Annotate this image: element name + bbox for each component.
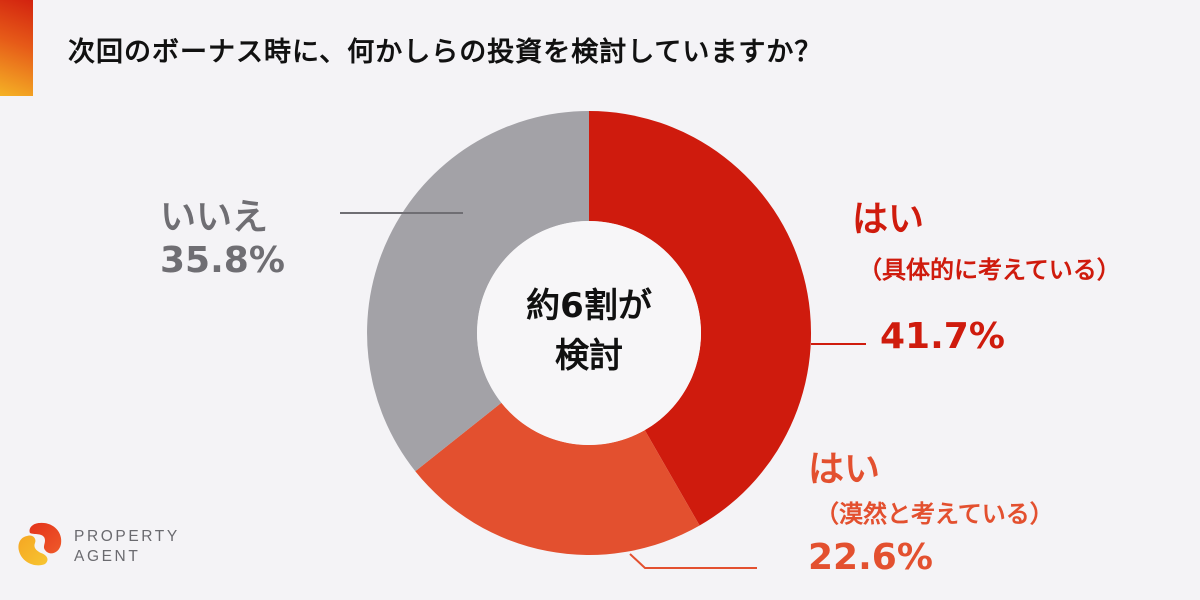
logo-wordmark: PROPERTY AGENT bbox=[74, 527, 180, 567]
label-specific-category: はい bbox=[852, 199, 925, 240]
title-accent-bar bbox=[0, 0, 33, 96]
logo-line2: AGENT bbox=[74, 548, 141, 565]
leader-line-vague bbox=[629, 553, 757, 569]
slice-no bbox=[367, 111, 589, 472]
label-vague-subtext: （漠然と考えている） bbox=[815, 500, 1054, 528]
property-agent-logo-icon bbox=[18, 522, 62, 566]
label-specific-subtext: （具体的に考えている） bbox=[858, 256, 1121, 284]
label-no-category: いいえ bbox=[160, 197, 269, 238]
label-vague-value: 22.6% bbox=[808, 537, 933, 578]
donut-hole bbox=[477, 221, 701, 445]
label-vague-category: はい bbox=[808, 449, 881, 490]
center-annotation: 約6割が 検討 bbox=[489, 281, 689, 381]
chart-title: 次回のボーナス時に、何かしらの投資を検討していますか？ bbox=[68, 37, 823, 68]
label-no-value: 35.8% bbox=[160, 240, 285, 281]
center-annotation-line1: 約6割が bbox=[526, 286, 652, 326]
label-specific-value: 41.7% bbox=[880, 316, 1005, 357]
center-annotation-line2: 検討 bbox=[555, 336, 623, 376]
slice-yes-vague bbox=[415, 402, 700, 555]
logo-line1: PROPERTY bbox=[74, 528, 180, 545]
